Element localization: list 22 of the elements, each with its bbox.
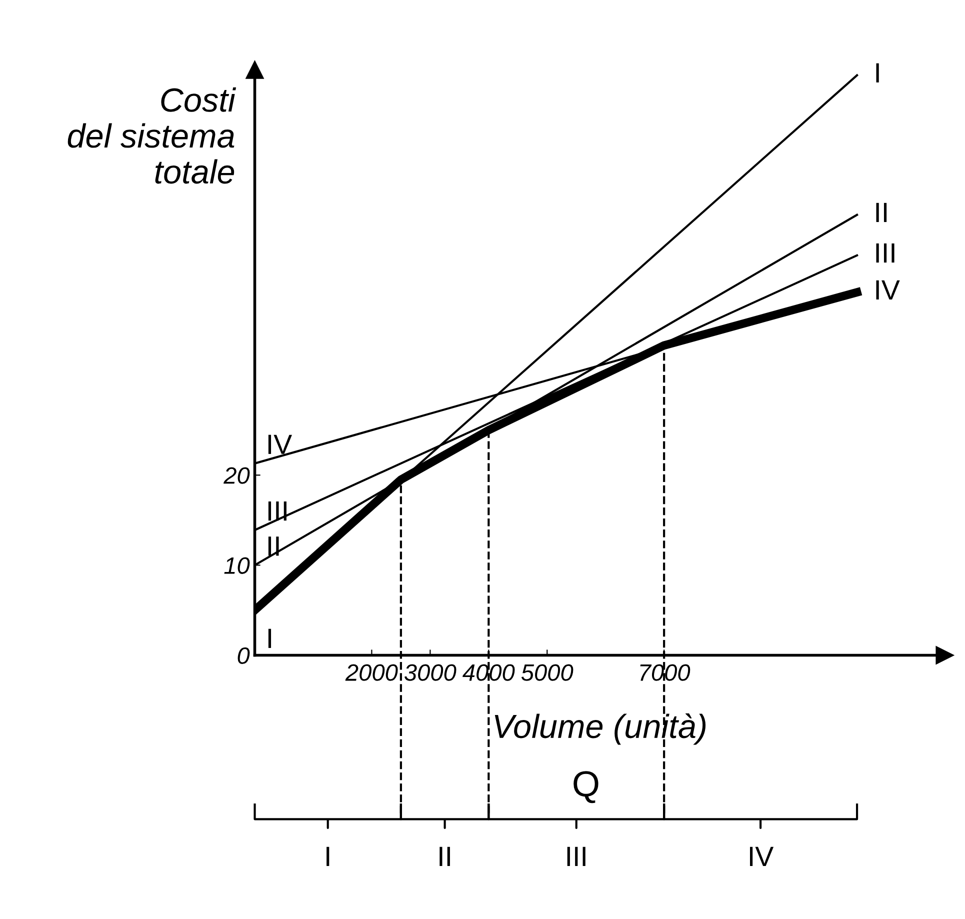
y-tick-label: 20 bbox=[224, 467, 250, 484]
text: Q bbox=[574, 771, 598, 804]
y-tick-label: 10 bbox=[224, 557, 250, 574]
series-label: IV bbox=[268, 434, 292, 454]
x-tick-label: 5000 bbox=[521, 664, 574, 681]
text: III bbox=[567, 846, 586, 866]
x-tick-label: 4000 bbox=[462, 664, 515, 681]
y-axis-title: Costi del sistema totale bbox=[68, 87, 236, 184]
text: I bbox=[268, 628, 272, 648]
y-tick-label: 0 bbox=[238, 647, 250, 664]
series-label: II bbox=[268, 536, 279, 556]
series-label: I bbox=[876, 63, 879, 82]
text: II bbox=[440, 846, 450, 866]
text: IV bbox=[876, 280, 900, 300]
x-axis-title: Volume (unità) bbox=[494, 713, 706, 745]
text: II bbox=[876, 202, 887, 222]
x-tick-label: 3000 bbox=[404, 664, 456, 681]
x-tick-label: 2000 bbox=[345, 664, 398, 681]
text: IV bbox=[750, 846, 774, 866]
text: I bbox=[326, 846, 330, 866]
x-tick-label: 7000 bbox=[640, 664, 690, 681]
text: III bbox=[876, 243, 894, 263]
